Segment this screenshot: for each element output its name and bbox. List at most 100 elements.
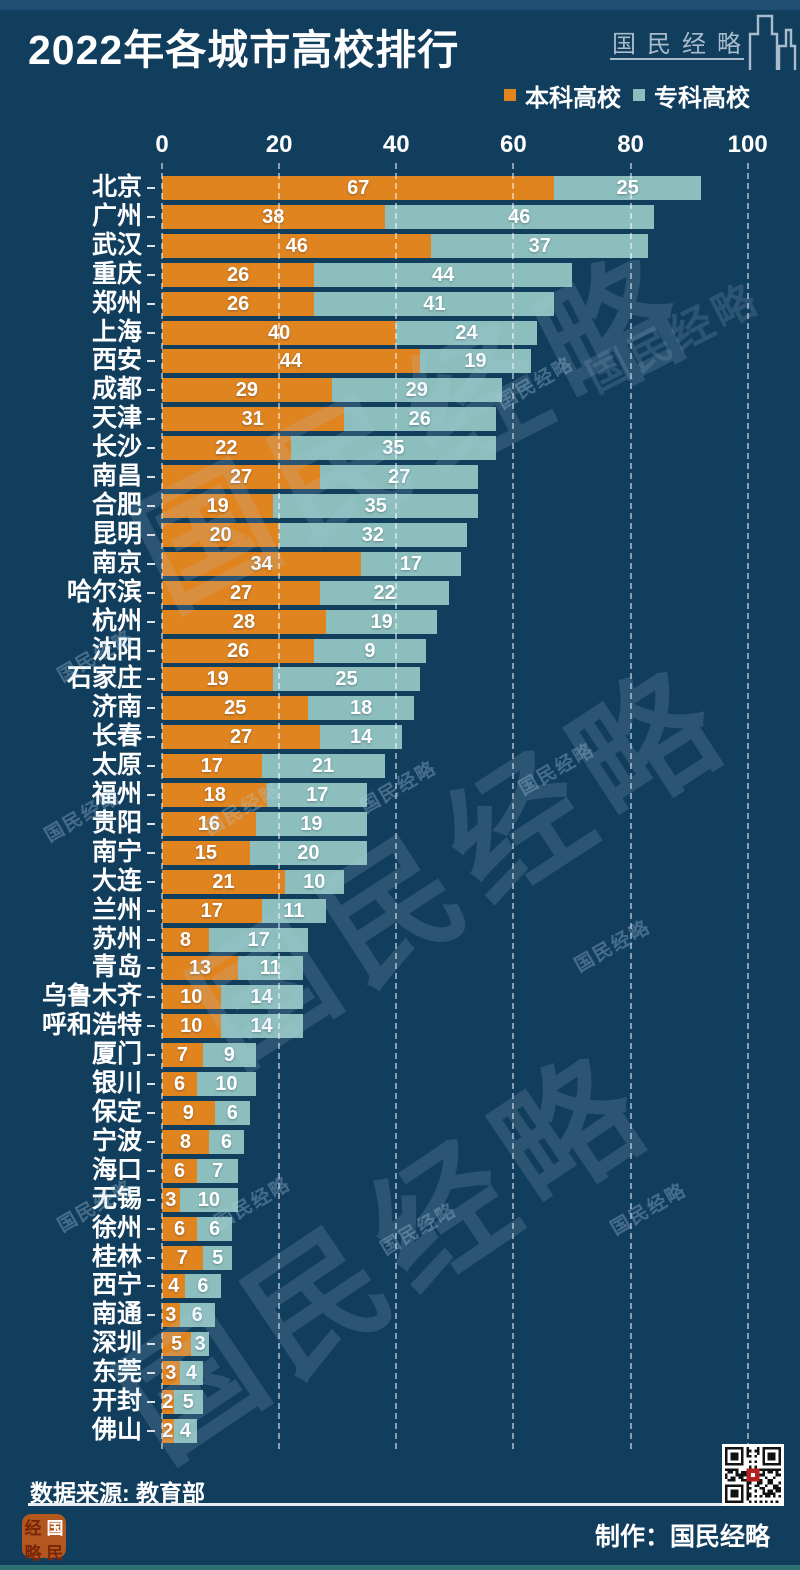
city-label: 福州 <box>91 780 142 809</box>
city-label: 南宁 <box>91 837 142 866</box>
bar-value-label: 6 <box>191 1304 203 1327</box>
bar-value-label: 5 <box>182 1391 194 1414</box>
bar-value-label: 6 <box>174 1159 186 1182</box>
bar-segment-undergrad: 34 <box>162 551 362 576</box>
bar-row: 青岛 13 11 <box>0 953 800 982</box>
city-label: 昆明 <box>91 519 142 548</box>
legend-label-college: 专科高校 <box>654 84 750 112</box>
bar-row: 大连 21 10 <box>0 867 800 894</box>
bar-value-label: 15 <box>194 841 218 864</box>
bar-value-label: 27 <box>388 466 411 489</box>
bar-segment-college: 11 <box>238 956 303 981</box>
bar-value-label: 27 <box>229 581 253 604</box>
city-label: 宁波 <box>91 1126 142 1155</box>
bar-value-label: 3 <box>194 1333 206 1356</box>
x-axis-tick-label: 60 <box>500 131 527 158</box>
bar-value-label: 8 <box>179 1130 191 1153</box>
bar-value-label: 17 <box>399 552 423 575</box>
bar-value-label: 35 <box>382 437 405 460</box>
x-axis-tick-label: 20 <box>265 131 293 158</box>
bar-row: 兰州 17 11 <box>0 896 800 923</box>
brand-logo: 国民经略 <box>600 12 797 72</box>
bar-segment-college: 9 <box>202 1043 256 1068</box>
bar-segment-college: 14 <box>220 985 303 1010</box>
bar-value-label: 22 <box>373 581 396 604</box>
row-tick <box>147 187 155 189</box>
bar-value-label: 29 <box>235 379 259 402</box>
bar-value-label: 9 <box>364 639 376 662</box>
city-label: 西宁 <box>91 1271 142 1300</box>
bar-value-label: 17 <box>200 755 223 778</box>
bar-value-label: 14 <box>250 986 273 1009</box>
bar-segment-undergrad: 6 <box>162 1158 198 1183</box>
bar-value-label: 25 <box>616 177 639 199</box>
row-tick <box>147 331 155 334</box>
city-label: 长春 <box>91 722 142 751</box>
bar-value-label: 18 <box>203 784 226 807</box>
row-tick <box>147 880 155 883</box>
bar-row: 西宁 4 6 <box>0 1271 800 1300</box>
bar-segment-college: 46 <box>384 204 654 229</box>
legend-swatch-undergrad <box>504 89 516 101</box>
bar-value-label: 21 <box>212 870 235 893</box>
bar-value-label: 3 <box>165 1362 177 1385</box>
bar-row: 苏州 8 17 <box>0 925 800 952</box>
city-label: 青岛 <box>91 953 142 982</box>
bar-segment-college: 21 <box>261 754 385 779</box>
x-axis-tick-label: 0 <box>155 131 169 158</box>
bar-row: 银川 6 10 <box>0 1070 800 1097</box>
bar-row: 东莞 3 4 <box>0 1359 800 1386</box>
city-label: 哈尔滨 <box>66 577 142 606</box>
bar-value-label: 6 <box>174 1217 186 1240</box>
bar-segment-college: 24 <box>396 320 537 345</box>
bar-row: 南昌 27 27 <box>0 463 800 490</box>
city-label: 南京 <box>91 548 142 577</box>
bar-row: 南京 34 17 <box>0 548 800 577</box>
bar-value-label: 28 <box>232 610 256 633</box>
bar-value-label: 20 <box>209 523 232 546</box>
bar-segment-college: 11 <box>261 898 326 923</box>
row-tick <box>147 1054 155 1057</box>
bar-value-label: 21 <box>311 755 335 778</box>
bar-row: 福州 18 17 <box>0 780 800 809</box>
bar-value-label: 5 <box>171 1333 183 1356</box>
gridline <box>629 163 632 1449</box>
bar-row: 哈尔滨 27 22 <box>0 577 800 606</box>
row-tick <box>147 591 155 594</box>
row-tick <box>147 215 155 218</box>
bar-value-label: 32 <box>361 523 384 546</box>
bar-row: 沈阳 26 9 <box>0 636 800 663</box>
bar-segment-undergrad: 8 <box>162 927 209 952</box>
city-label: 徐州 <box>91 1213 142 1242</box>
bar-row: 武汉 46 37 <box>0 231 800 258</box>
bar-row: 西安 44 19 <box>0 347 800 374</box>
bar-segment-college: 17 <box>208 927 309 952</box>
bar-value-label: 17 <box>200 899 223 922</box>
bar-segment-undergrad: 2 <box>162 1390 174 1415</box>
row-tick <box>147 678 155 681</box>
x-axis-tick-label: 40 <box>382 131 410 158</box>
bar-value-label: 11 <box>259 957 281 980</box>
bar-segment-undergrad: 6 <box>162 1072 198 1097</box>
bar-segment-college: 9 <box>314 638 426 663</box>
bar-value-label: 19 <box>206 668 229 691</box>
bar-segment-undergrad: 3 <box>162 1303 180 1328</box>
row-tick <box>147 273 155 276</box>
city-label: 乌鲁木齐 <box>41 982 142 1011</box>
bar-row: 徐州 6 6 <box>0 1213 800 1242</box>
seal-char: 国 <box>46 1519 64 1538</box>
bar-segment-undergrad: 15 <box>162 840 250 865</box>
bottom-strip <box>0 1565 800 1570</box>
bar-segment-undergrad: 4 <box>162 1274 186 1299</box>
row-tick <box>147 504 155 507</box>
bar-segment-college: 7 <box>197 1158 239 1183</box>
source-note: 数据来源: 教育部 <box>30 1480 206 1506</box>
row-tick <box>147 533 155 536</box>
row-tick <box>147 1198 155 1201</box>
bar-value-label: 37 <box>528 234 551 257</box>
bar-value-label: 24 <box>455 321 478 344</box>
bar-row: 开封 2 5 <box>0 1388 800 1415</box>
gridline <box>278 163 281 1449</box>
bar-segment-college: 3 <box>191 1332 209 1357</box>
bar-segment-undergrad: 19 <box>162 493 274 518</box>
